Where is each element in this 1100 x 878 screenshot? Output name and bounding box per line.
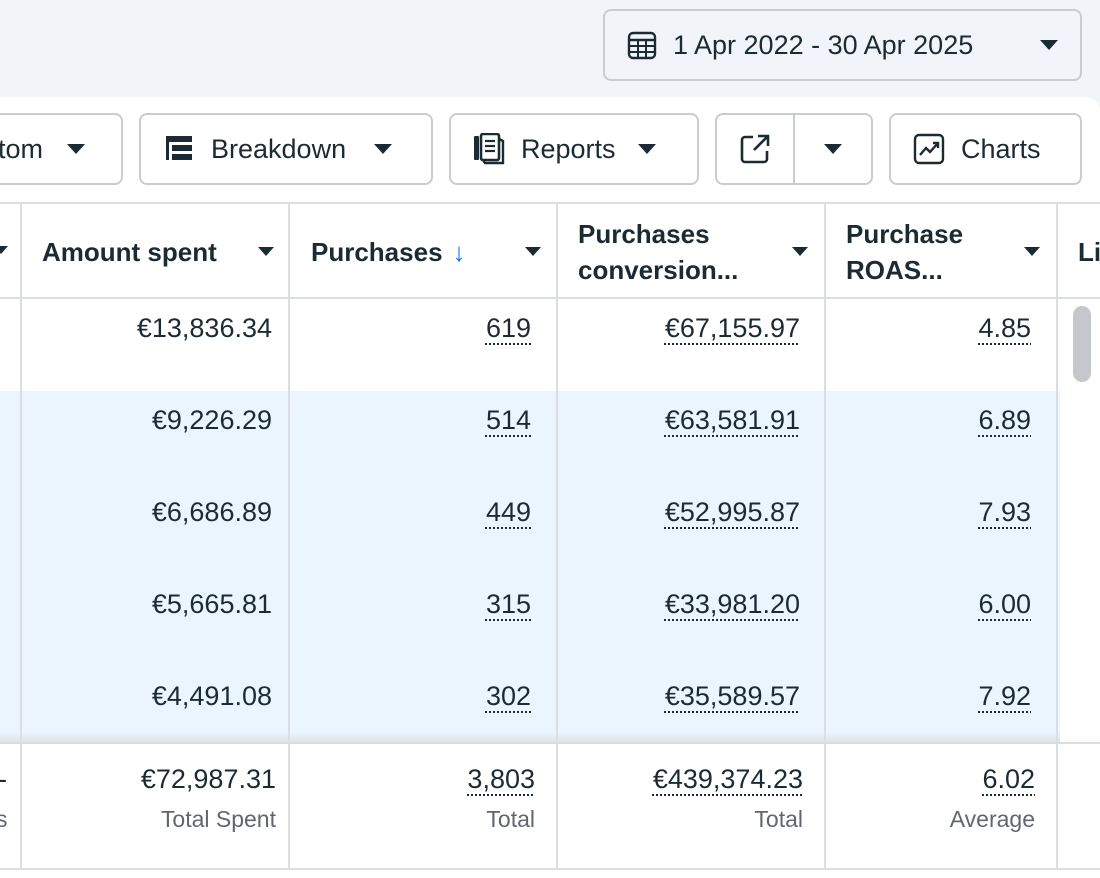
amount-spent-cell: €13,836.34: [136, 313, 272, 343]
roas-cell[interactable]: 4.85: [978, 313, 1031, 343]
breakdown-button[interactable]: Breakdown: [139, 113, 433, 185]
table-row[interactable]: €5,665.81 315 €33,981.20 6.00: [0, 575, 1060, 667]
chevron-down-icon: [637, 144, 656, 154]
export-button[interactable]: [717, 115, 795, 183]
chart-line-icon: [913, 133, 945, 165]
totals-row: - s €72,987.31 Total Spent 3,803 Total €…: [0, 742, 1100, 870]
conversion-value-cell[interactable]: €67,155.97: [664, 313, 800, 343]
total-conversion-label: Total: [754, 806, 803, 832]
column-divider: [288, 202, 290, 870]
amount-spent-cell: €5,665.81: [151, 589, 272, 619]
sort-descending-icon[interactable]: ↓: [452, 236, 466, 267]
total-conversion-value[interactable]: €439,374.23: [652, 764, 803, 794]
column-header-label-line1: Purchases: [578, 218, 710, 249]
purchases-cell[interactable]: 514: [485, 405, 531, 435]
chevron-down-icon: [1040, 40, 1058, 50]
column-header-label: Amount spent: [42, 236, 217, 267]
column-header-amount-spent[interactable]: Amount spent: [42, 204, 274, 299]
column-menu-caret[interactable]: [0, 246, 8, 254]
calendar-icon: [627, 30, 657, 60]
table-row[interactable]: €13,836.34 619 €67,155.97 4.85: [0, 299, 1060, 391]
date-range-picker[interactable]: 1 Apr 2022 - 30 Apr 2025: [603, 9, 1082, 81]
roas-cell[interactable]: 7.93: [978, 497, 1031, 527]
vertical-scrollbar[interactable]: [1073, 306, 1091, 382]
purchases-cell[interactable]: 302: [485, 681, 531, 711]
custom-button-label: tom: [0, 133, 44, 164]
average-roas-label: Average: [949, 806, 1035, 832]
table-row[interactable]: €6,686.89 449 €52,995.87 7.93: [0, 483, 1060, 575]
chevron-down-icon[interactable]: [1024, 247, 1040, 256]
purchases-cell[interactable]: 619: [485, 313, 531, 343]
column-header-purchases-conversion[interactable]: Purchases conversion...: [578, 204, 808, 299]
column-header-label: Li: [1078, 236, 1100, 267]
column-divider: [824, 202, 826, 870]
reports-icon: [473, 133, 505, 165]
reports-button-label: Reports: [521, 133, 616, 164]
chevron-down-icon[interactable]: [792, 247, 808, 256]
conversion-value-cell[interactable]: €52,995.87: [664, 497, 800, 527]
table-row[interactable]: €9,226.29 514 €63,581.91 6.89: [0, 391, 1060, 483]
column-header-purchases[interactable]: Purchases ↓: [311, 204, 541, 299]
chevron-down-icon: [67, 144, 86, 154]
column-divider: [556, 202, 558, 870]
chevron-down-icon: [374, 144, 393, 154]
total-purchases-label: Total: [486, 806, 535, 832]
table-header-row: Amount spent Purchases ↓ Purchases convers…: [0, 202, 1100, 299]
breakdown-button-label: Breakdown: [211, 133, 347, 164]
conversion-value-cell[interactable]: €63,581.91: [664, 405, 800, 435]
roas-cell[interactable]: 7.92: [978, 681, 1031, 711]
purchases-cell[interactable]: 449: [485, 497, 531, 527]
purchases-cell[interactable]: 315: [485, 589, 531, 619]
custom-dropdown-button[interactable]: tom: [0, 113, 123, 185]
external-link-icon: [740, 134, 770, 164]
column-header-label-line2: conversion...: [578, 254, 739, 285]
conversion-value-cell[interactable]: €33,981.20: [664, 589, 800, 619]
amount-spent-cell: €6,686.89: [151, 497, 272, 527]
average-roas[interactable]: 6.02: [982, 764, 1035, 794]
column-header-purchase-roas[interactable]: Purchase ROAS...: [846, 204, 1040, 299]
report-panel: tom Breakdown Reports Charts: [0, 97, 1100, 878]
totals-label-partial: s: [0, 806, 8, 832]
chevron-down-icon: [824, 144, 842, 154]
amount-spent-cell: €9,226.29: [151, 405, 272, 435]
charts-button-label: Charts: [961, 133, 1041, 164]
table-row[interactable]: €4,491.08 302 €35,589.57 7.92: [0, 667, 1060, 737]
column-header-partial[interactable]: Li: [1078, 204, 1100, 299]
total-purchases[interactable]: 3,803: [467, 764, 535, 794]
amount-spent-cell: €4,491.08: [151, 681, 272, 711]
total-spent-label: Total Spent: [160, 806, 276, 832]
export-button-group: [715, 113, 873, 185]
date-range-label: 1 Apr 2022 - 30 Apr 2025: [673, 29, 974, 60]
breakdown-icon: [165, 135, 195, 163]
export-options-dropdown[interactable]: [795, 115, 871, 183]
roas-cell[interactable]: 6.00: [978, 589, 1031, 619]
conversion-value-cell[interactable]: €35,589.57: [664, 681, 800, 711]
total-amount-spent: €72,987.31: [140, 764, 276, 794]
column-header-label-line1: Purchase: [846, 218, 964, 249]
charts-button[interactable]: Charts: [889, 113, 1082, 185]
column-divider: [1056, 202, 1058, 870]
column-divider: [20, 202, 22, 870]
column-header-label: Purchases: [311, 236, 443, 267]
reports-button[interactable]: Reports: [449, 113, 699, 185]
totals-dash: -: [0, 764, 7, 795]
roas-cell[interactable]: 6.89: [978, 405, 1031, 435]
chevron-down-icon[interactable]: [258, 247, 274, 256]
chevron-down-icon[interactable]: [525, 247, 541, 256]
column-header-label-line2: ROAS...: [846, 254, 943, 285]
row-divider-shadow: [0, 732, 1060, 742]
